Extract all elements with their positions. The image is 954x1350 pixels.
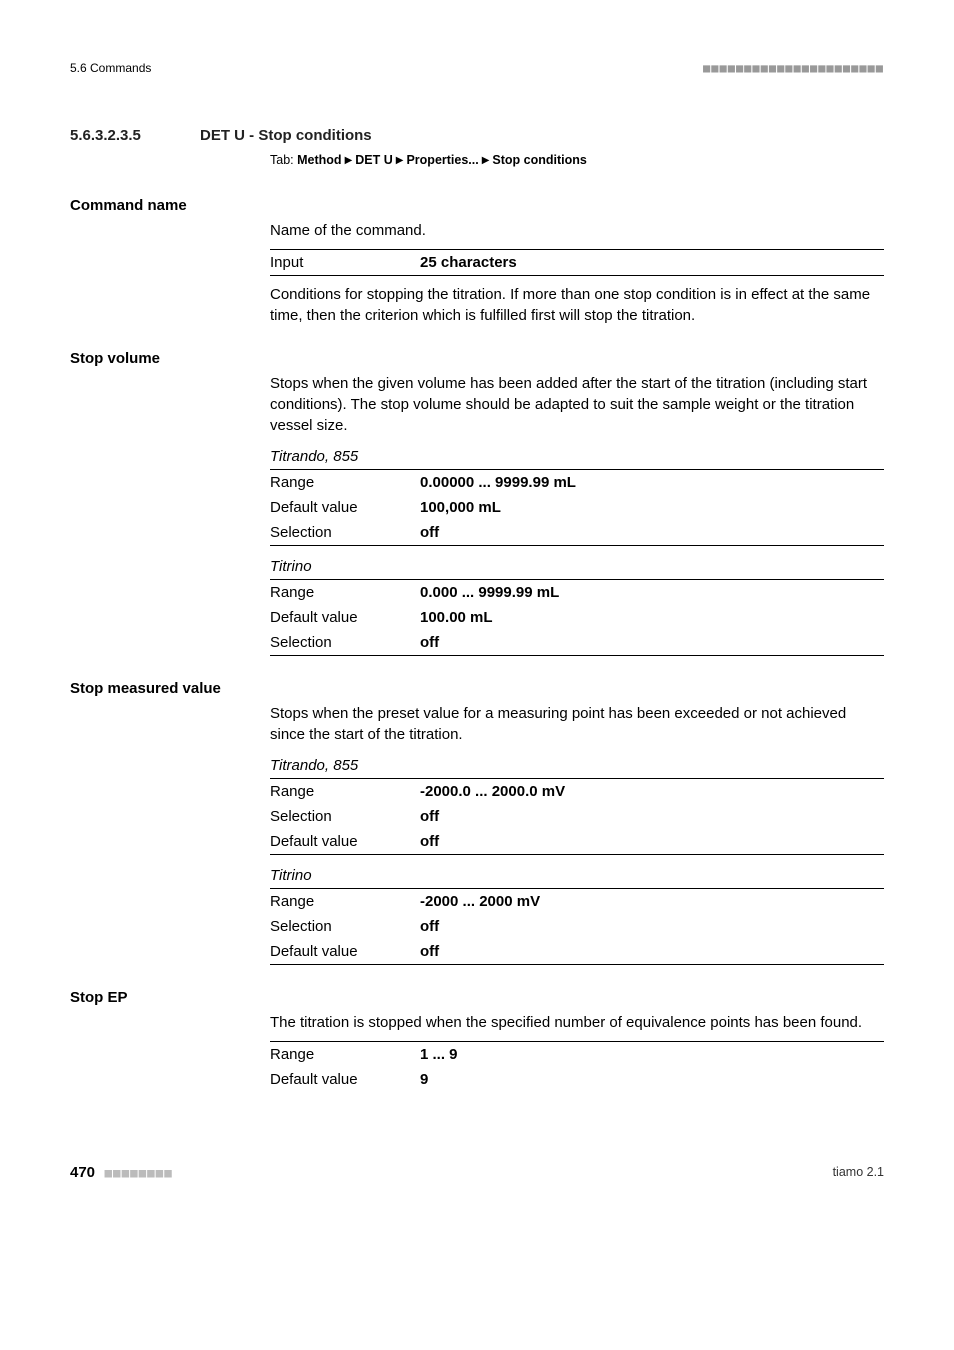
stop-measured-table-2: Titrino Range-2000 ... 2000 mV Selection… <box>270 863 884 965</box>
spec-value: off <box>420 939 884 965</box>
table-row: Default valueoff <box>270 939 884 965</box>
table-row: Selectionoff <box>270 804 884 829</box>
table-group-name: Titrando, 855 <box>270 753 884 779</box>
table-row: Input 25 characters <box>270 250 884 276</box>
stop-volume-table-1: Titrando, 855 Range0.00000 ... 9999.99 m… <box>270 444 884 546</box>
table-row: Range1 ... 9 <box>270 1042 884 1068</box>
spec-key: Input <box>270 250 420 276</box>
table-row: Default valueoff <box>270 829 884 855</box>
spec-key: Range <box>270 1042 420 1068</box>
spec-key: Selection <box>270 914 420 939</box>
spec-value: 100.00 mL <box>420 605 884 630</box>
tab-path-part: Stop conditions <box>492 153 586 167</box>
spec-value: 9 <box>420 1067 884 1092</box>
chevron-right-icon: ▶ <box>396 154 404 168</box>
section-number: 5.6.3.2.3.5 <box>70 125 170 146</box>
tab-path-part: DET U <box>355 153 393 167</box>
command-name-label: Command name <box>70 195 884 216</box>
spec-value: off <box>420 829 884 855</box>
spec-value: off <box>420 630 884 656</box>
spec-key: Default value <box>270 605 420 630</box>
spec-key: Range <box>270 470 420 496</box>
tab-path: Method▶DET U▶Properties...▶Stop conditio… <box>297 153 587 167</box>
table-row: Range0.000 ... 9999.99 mL <box>270 580 884 606</box>
table-row: Selectionoff <box>270 630 884 656</box>
spec-key: Default value <box>270 1067 420 1092</box>
table-row: Selectionoff <box>270 914 884 939</box>
spec-value: -2000.0 ... 2000.0 mV <box>420 779 884 805</box>
chevron-right-icon: ▶ <box>345 154 353 168</box>
section-title: DET U - Stop conditions <box>200 125 372 146</box>
table-row: Selectionoff <box>270 520 884 546</box>
command-name-after: Conditions for stopping the titration. I… <box>270 284 884 326</box>
spec-key: Selection <box>270 804 420 829</box>
page-number: 470 <box>70 1164 95 1181</box>
command-name-table: Input 25 characters <box>270 249 884 276</box>
command-name-desc: Name of the command. <box>270 220 884 241</box>
header-dashes: ■■■■■■■■■■■■■■■■■■■■■■ <box>703 60 884 77</box>
stop-measured-label: Stop measured value <box>70 678 884 699</box>
spec-key: Default value <box>270 495 420 520</box>
page-header: 5.6 Commands ■■■■■■■■■■■■■■■■■■■■■■ <box>70 60 884 77</box>
footer-page: 470 ■■■■■■■■ <box>70 1162 173 1183</box>
stop-volume-desc: Stops when the given volume has been add… <box>270 373 884 436</box>
stop-ep-desc: The titration is stopped when the specif… <box>270 1012 884 1033</box>
spec-value: 100,000 mL <box>420 495 884 520</box>
page-footer: 470 ■■■■■■■■ tiamo 2.1 <box>70 1162 884 1183</box>
spec-key: Selection <box>270 520 420 546</box>
stop-ep-label: Stop EP <box>70 987 884 1008</box>
spec-value: off <box>420 914 884 939</box>
spec-key: Default value <box>270 829 420 855</box>
spec-value: 25 characters <box>420 250 884 276</box>
table-row: Range-2000.0 ... 2000.0 mV <box>270 779 884 805</box>
stop-ep-table: Range1 ... 9 Default value9 <box>270 1041 884 1092</box>
footer-dashes: ■■■■■■■■ <box>105 1165 173 1180</box>
group-name: Titrando, 855 <box>270 444 884 470</box>
spec-value: -2000 ... 2000 mV <box>420 889 884 915</box>
spec-value: 0.000 ... 9999.99 mL <box>420 580 884 606</box>
tab-label: Tab: <box>270 153 294 167</box>
table-row: Default value100,000 mL <box>270 495 884 520</box>
spec-value: 0.00000 ... 9999.99 mL <box>420 470 884 496</box>
spec-value: off <box>420 520 884 546</box>
table-group-name: Titrino <box>270 554 884 580</box>
table-row: Default value100.00 mL <box>270 605 884 630</box>
spec-key: Selection <box>270 630 420 656</box>
tab-path-part: Method <box>297 153 341 167</box>
group-name: Titrando, 855 <box>270 753 884 779</box>
stop-volume-label: Stop volume <box>70 348 884 369</box>
tab-breadcrumb: Tab: Method▶DET U▶Properties...▶Stop con… <box>270 152 884 170</box>
spec-key: Range <box>270 580 420 606</box>
spec-key: Range <box>270 889 420 915</box>
spec-key: Default value <box>270 939 420 965</box>
stop-measured-desc: Stops when the preset value for a measur… <box>270 703 884 745</box>
table-group-name: Titrando, 855 <box>270 444 884 470</box>
stop-volume-table-2: Titrino Range0.000 ... 9999.99 mL Defaul… <box>270 554 884 656</box>
spec-key: Range <box>270 779 420 805</box>
header-section-ref: 5.6 Commands <box>70 60 151 77</box>
group-name: Titrino <box>270 863 884 889</box>
table-group-name: Titrino <box>270 863 884 889</box>
table-row: Range0.00000 ... 9999.99 mL <box>270 470 884 496</box>
spec-value: 1 ... 9 <box>420 1042 884 1068</box>
tab-path-part: Properties... <box>406 153 478 167</box>
chevron-right-icon: ▶ <box>482 154 490 168</box>
section-heading: 5.6.3.2.3.5 DET U - Stop conditions <box>70 125 884 146</box>
table-row: Range-2000 ... 2000 mV <box>270 889 884 915</box>
spec-value: off <box>420 804 884 829</box>
table-row: Default value9 <box>270 1067 884 1092</box>
group-name: Titrino <box>270 554 884 580</box>
footer-product: tiamo 2.1 <box>833 1164 884 1182</box>
stop-measured-table-1: Titrando, 855 Range-2000.0 ... 2000.0 mV… <box>270 753 884 855</box>
